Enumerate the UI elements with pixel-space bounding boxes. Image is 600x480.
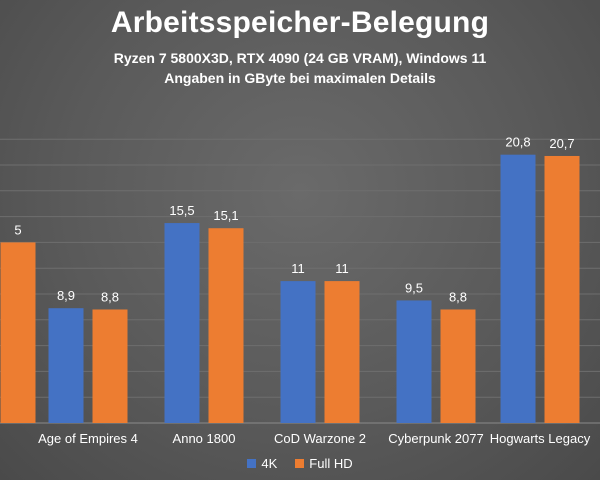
legend-swatch-4k <box>247 459 257 468</box>
data-label-full-hd-2: 15,1 <box>213 208 238 223</box>
bar-full-hd-5 <box>544 155 580 423</box>
data-label-4k-1: 8,9 <box>57 288 75 303</box>
legend: 4K Full HD <box>0 456 600 471</box>
bar-4k-5 <box>500 154 536 423</box>
data-label-full-hd-4: 8,8 <box>449 289 467 304</box>
category-label-2: Anno 1800 <box>173 431 236 446</box>
legend-swatch-full-hd <box>295 459 305 468</box>
bar-full-hd-0 <box>0 242 36 423</box>
legend-item-full-hd: Full HD <box>295 456 353 471</box>
chart-subtitle-line-1: Ryzen 7 5800X3D, RTX 4090 (24 GB VRAM), … <box>113 50 487 66</box>
chart-title: Arbeitsspeicher-Belegung <box>110 6 490 39</box>
data-label-full-hd-3: 11 <box>335 261 349 276</box>
bar-4k-4 <box>396 300 432 423</box>
category-label-3: CoD Warzone 2 <box>274 431 366 446</box>
bar-4k-2 <box>164 223 200 423</box>
data-label-full-hd-5: 20,7 <box>549 136 574 151</box>
bar-4k-3 <box>280 281 316 423</box>
data-label-4k-5: 20,8 <box>505 135 530 150</box>
category-label-4: Cyberpunk 2077 <box>388 431 483 446</box>
category-label-5: Hogwarts Legacy <box>490 431 591 446</box>
bar-full-hd-1 <box>92 309 128 423</box>
bar-full-hd-3 <box>324 281 360 423</box>
category-label-1: Age of Empires 4 <box>38 431 138 446</box>
legend-label-4k: 4K <box>261 456 278 471</box>
data-label-4k-4: 9,5 <box>405 280 423 295</box>
data-label-full-hd-0: 5 <box>14 222 21 237</box>
data-label-full-hd-1: 8,8 <box>101 289 119 304</box>
bar-full-hd-2 <box>208 228 244 423</box>
data-label-4k-2: 15,5 <box>169 203 194 218</box>
bar-full-hd-4 <box>440 309 476 423</box>
chart-subtitle-line-2: Angaben in GByte bei maximalen Details <box>164 70 436 86</box>
bar-4k-1 <box>48 308 84 423</box>
legend-label-full-hd: Full HD <box>309 456 353 471</box>
legend-item-4k: 4K <box>247 456 277 471</box>
data-label-4k-3: 11 <box>291 261 305 276</box>
